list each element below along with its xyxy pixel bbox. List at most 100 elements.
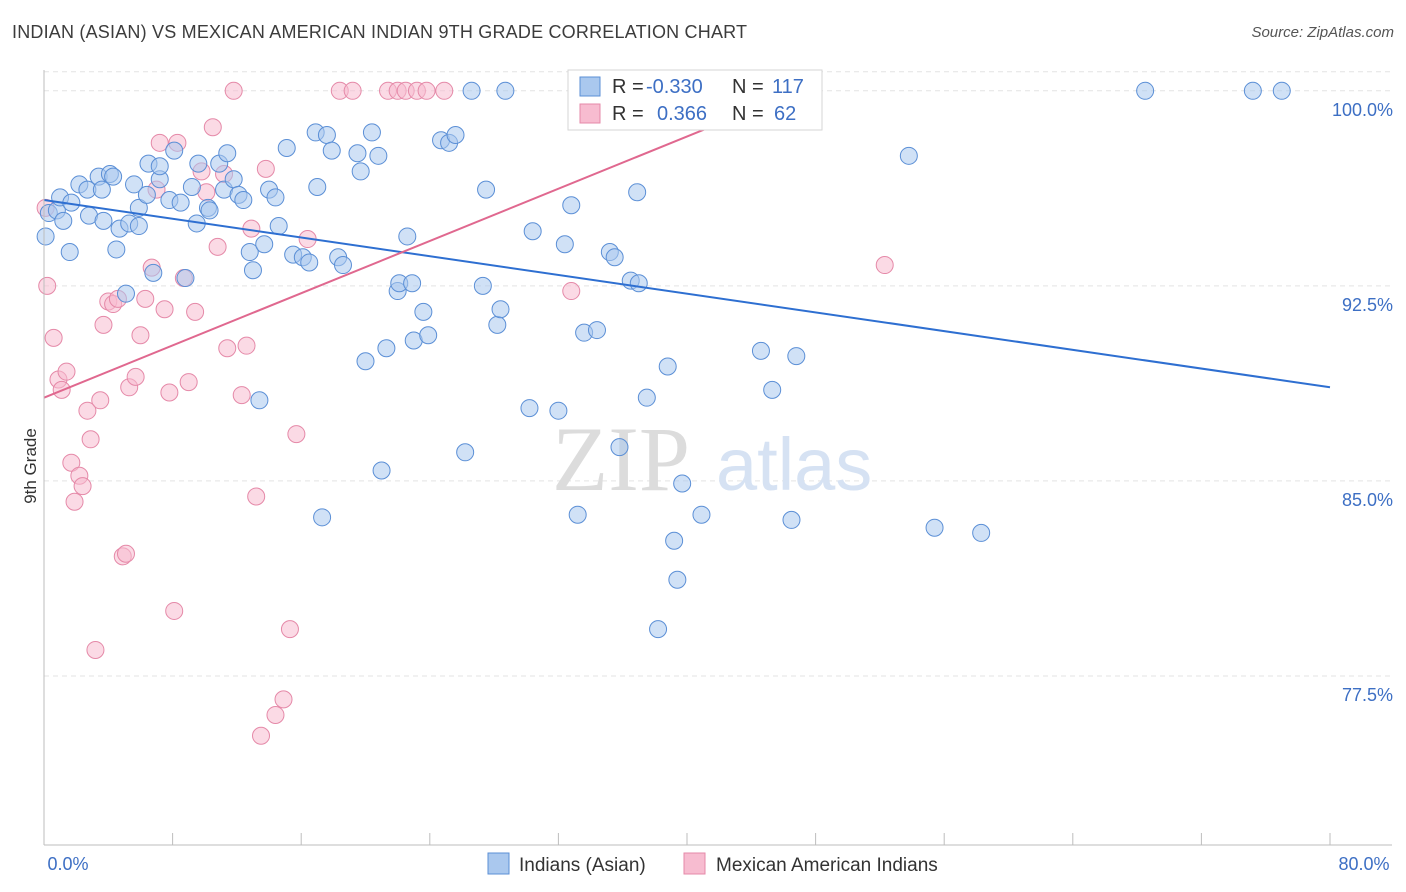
point-indians-asian [1136,81,1155,100]
points-indians-asian [36,81,1291,639]
x-tick-label-max: 80.0% [1338,854,1389,874]
point-mexican-american-indians [266,705,285,724]
point-indians-asian [200,201,219,220]
point-indians-asian [356,352,375,371]
point-mexican-american-indians [435,81,454,100]
trendline-mexican-american-indians [43,89,800,399]
point-indians-asian [972,523,991,542]
point-indians-asian [899,146,918,165]
point-indians-asian [224,170,243,189]
point-mexican-american-indians [179,373,198,392]
point-indians-asian [549,401,568,420]
point-indians-asian [372,461,391,480]
point-mexican-american-indians [232,386,251,405]
point-indians-asian [456,443,475,462]
bottom-legend: Indians (Asian) Mexican American Indians [487,852,938,876]
point-indians-asian [587,321,606,340]
point-mexican-american-indians [131,326,150,345]
point-indians-asian [751,341,770,360]
point-indians-asian [54,211,73,230]
point-indians-asian [189,154,208,173]
legend-n-label-2: N = [732,103,764,125]
point-indians-asian [255,235,274,254]
point-indians-asian [218,144,237,163]
point-indians-asian [446,126,465,145]
point-mexican-american-indians [65,492,84,511]
point-mexican-american-indians [562,282,581,301]
y-tick-label: 92.5% [1342,295,1393,315]
point-indians-asian [665,531,684,550]
point-mexican-american-indians [126,367,145,386]
point-indians-asian [628,183,647,202]
y-tick-label: 100.0% [1332,100,1393,120]
point-indians-asian [129,198,148,217]
bottom-legend-swatch-blue [487,852,510,875]
legend-r-value-2: 0.366 [657,103,707,125]
point-indians-asian [692,505,711,524]
point-indians-asian [171,193,190,212]
legend-r-label-1: R = [612,76,644,98]
y-tick-label: 85.0% [1342,490,1393,510]
point-mexican-american-indians [116,544,135,563]
point-indians-asian [234,191,253,210]
legend-r-value-1: -0.330 [646,76,703,98]
point-indians-asian [555,235,574,254]
point-mexican-american-indians [155,300,174,319]
point-indians-asian [277,139,296,158]
point-mexican-american-indians [86,640,105,659]
point-indians-asian [308,178,327,197]
point-indians-asian [94,211,113,230]
point-indians-asian [668,570,687,589]
point-indians-asian [150,157,169,176]
points-mexican-american-indians [36,81,894,745]
point-indians-asian [313,508,332,527]
point-indians-asian [782,510,801,529]
point-mexican-american-indians [208,237,227,256]
point-indians-asian [491,300,510,319]
point-indians-asian [116,284,135,303]
point-mexican-american-indians [62,453,81,472]
legend-r-label-2: R = [612,103,644,125]
axes-layer: 77.5% 85.0% 92.5% 100.0% [43,70,1393,846]
point-mexican-american-indians [73,477,92,496]
point-mexican-american-indians [186,302,205,321]
point-mexican-american-indians [91,391,110,410]
point-indians-asian [629,274,648,293]
point-indians-asian [129,217,148,236]
point-mexican-american-indians [57,362,76,381]
watermark: ZIP atlas [552,408,872,510]
point-indians-asian [144,263,163,282]
point-mexican-american-indians [875,256,894,275]
bottom-legend-label-blue: Indians (Asian) [519,855,646,876]
y-tick-label: 77.5% [1342,685,1393,705]
point-indians-asian [414,302,433,321]
point-indians-asian [377,339,396,358]
point-mexican-american-indians [274,690,293,709]
source-note: Source: ZipAtlas.com [1251,24,1394,41]
point-indians-asian [137,185,156,204]
point-indians-asian [36,227,55,246]
point-mexican-american-indians [417,81,436,100]
point-indians-asian [240,243,259,262]
point-indians-asian [649,620,668,639]
point-indians-asian [250,391,269,410]
trend-layer [43,89,1331,399]
point-indians-asian [1272,81,1291,100]
legend-n-value-1: 117 [772,76,804,98]
point-indians-asian [1243,81,1262,100]
point-mexican-american-indians [252,726,271,745]
point-mexican-american-indians [256,159,275,178]
point-indians-asian [562,196,581,215]
point-indians-asian [348,144,367,163]
point-mexican-american-indians [150,133,169,152]
watermark-atlas: atlas [716,423,872,506]
bottom-legend-swatch-pink [683,852,706,875]
point-indians-asian [658,357,677,376]
grid-layer [44,71,1392,677]
point-mexican-american-indians [44,328,63,347]
point-indians-asian [362,123,381,142]
point-indians-asian [60,243,79,262]
point-indians-asian [266,188,285,207]
point-indians-asian [300,253,319,272]
